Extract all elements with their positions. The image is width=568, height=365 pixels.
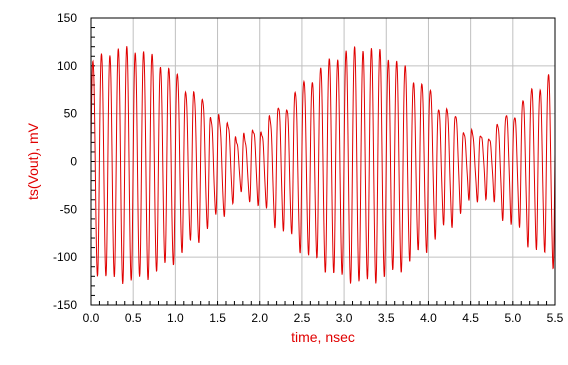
x-tick-label: 4.5 (462, 311, 479, 325)
plot-area (90, 46, 556, 285)
x-tick-label: 0.0 (83, 311, 100, 325)
x-tick-labels: 0.0 0.5 1.0 1.5 2.0 2.5 3.0 3.5 4.0 4.5 5.0 5.5 (83, 311, 564, 325)
y-tick-label: 50 (64, 107, 78, 121)
y-tick-label: -100 (53, 250, 77, 264)
y-tick-label: -150 (53, 298, 77, 312)
y-tick-label: 150 (57, 11, 77, 25)
x-tick-label: 5.0 (504, 311, 521, 325)
x-tick-label: 2.5 (294, 311, 311, 325)
y-tick-label: -50 (60, 202, 78, 216)
x-tick-label: 0.5 (125, 311, 142, 325)
x-axis-label: time, nsec (291, 329, 355, 345)
x-tick-label: 3.5 (378, 311, 395, 325)
y-tick-label: 100 (57, 59, 77, 73)
series-line (90, 46, 556, 285)
plot-frame (90, 17, 556, 306)
x-tick-label: 2.0 (251, 311, 268, 325)
y-axis-label: ts(Vout), mV (25, 122, 41, 200)
x-tick-label: 1.5 (209, 311, 226, 325)
x-tick-label: 1.0 (167, 311, 184, 325)
x-tick-label: 5.5 (547, 311, 564, 325)
x-tick-label: 4.0 (420, 311, 437, 325)
y-tick-label: 0 (70, 155, 77, 169)
x-tick-label: 3.0 (336, 311, 353, 325)
y-tick-labels: -150 -100 -50 0 50 100 150 (53, 11, 77, 312)
